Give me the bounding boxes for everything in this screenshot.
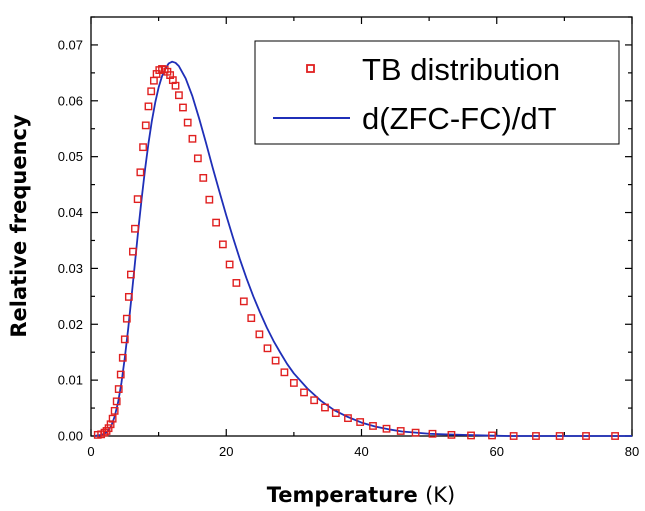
data-point	[100, 428, 109, 437]
data-point	[310, 396, 319, 405]
y-tick-label: 0.04	[58, 205, 83, 220]
data-point	[255, 330, 264, 339]
data-point	[106, 420, 115, 429]
data-point	[133, 195, 142, 204]
data-point	[116, 370, 125, 379]
data-point	[447, 430, 456, 439]
data-point	[331, 409, 340, 417]
data-point	[108, 414, 117, 423]
data-point	[356, 418, 365, 426]
data-point	[141, 121, 150, 130]
data-point	[263, 344, 272, 353]
data-point	[555, 432, 564, 440]
data-point	[171, 81, 180, 90]
data-point	[396, 427, 405, 435]
y-tick-label: 0.03	[58, 261, 83, 276]
data-point	[225, 260, 234, 269]
y-tick-label: 0.06	[58, 93, 83, 108]
data-point	[124, 292, 133, 301]
data-point	[271, 356, 280, 365]
y-tick-label: 0.00	[58, 429, 83, 444]
data-point	[218, 240, 227, 249]
x-axis-label: Temperature	[267, 483, 418, 507]
data-point	[199, 173, 208, 182]
x-tick-label: 0	[87, 444, 94, 459]
legend-label-tb: TB distribution	[362, 52, 560, 87]
data-point	[488, 431, 496, 440]
x-axis-unit: (K)	[425, 483, 455, 507]
y-tick-label: 0.05	[58, 149, 83, 164]
data-point	[112, 397, 121, 406]
data-point	[232, 279, 241, 287]
data-point	[136, 168, 145, 177]
data-point	[205, 195, 214, 204]
data-point	[428, 429, 437, 438]
y-tick-label: 0.07	[58, 37, 83, 52]
data-point	[118, 353, 127, 362]
series-line	[94, 60, 632, 437]
data-point	[120, 335, 129, 344]
data-point	[110, 406, 119, 415]
data-point	[183, 118, 192, 127]
axis-tick-labels: 0 20 40 60 80 0.00 0.01 0.02 0.03 0.04 0.05 0.06 0.0…	[58, 37, 640, 459]
data-point	[344, 414, 352, 423]
data-point	[369, 422, 377, 430]
y-tick-label: 0.01	[58, 373, 83, 388]
data-point	[411, 428, 420, 437]
data-point	[104, 424, 113, 433]
data-point	[280, 368, 289, 377]
data-point	[467, 431, 475, 440]
data-point	[212, 218, 221, 227]
data-point	[193, 154, 202, 163]
y-tick-label: 0.02	[58, 317, 83, 332]
data-point	[611, 432, 619, 440]
legend: TB distribution d(ZFC-FC)/dT	[254, 40, 620, 145]
y-axis-title: Relative frequency	[7, 114, 31, 338]
x-axis-title: Temperature (K)	[267, 483, 456, 507]
data-point	[114, 385, 123, 393]
data-point	[144, 102, 153, 111]
data-point	[179, 103, 187, 112]
data-point	[147, 87, 156, 96]
data-point	[321, 403, 329, 412]
data-point	[247, 314, 256, 323]
data-point	[131, 224, 139, 233]
data-point	[582, 432, 590, 440]
x-tick-label: 20	[219, 444, 233, 459]
data-point	[149, 76, 158, 85]
data-point	[188, 134, 197, 143]
data-point	[509, 432, 518, 440]
data-point	[382, 424, 391, 433]
data-point	[289, 379, 298, 387]
legend-label-dzfc: d(ZFC-FC)/dT	[362, 101, 557, 136]
x-tick-label: 60	[490, 444, 504, 459]
data-point	[532, 432, 540, 440]
data-point	[239, 297, 248, 306]
x-tick-label: 80	[625, 444, 639, 459]
legend-box	[254, 40, 620, 145]
series-line-group	[94, 60, 632, 437]
x-tick-label: 40	[354, 444, 368, 459]
legend-marker-tb	[306, 64, 315, 73]
data-point	[122, 314, 131, 323]
data-point	[129, 247, 137, 256]
series-markers-group	[93, 65, 619, 440]
data-point	[126, 270, 135, 279]
data-point	[300, 388, 308, 397]
data-point	[139, 143, 147, 152]
data-point	[175, 91, 183, 100]
